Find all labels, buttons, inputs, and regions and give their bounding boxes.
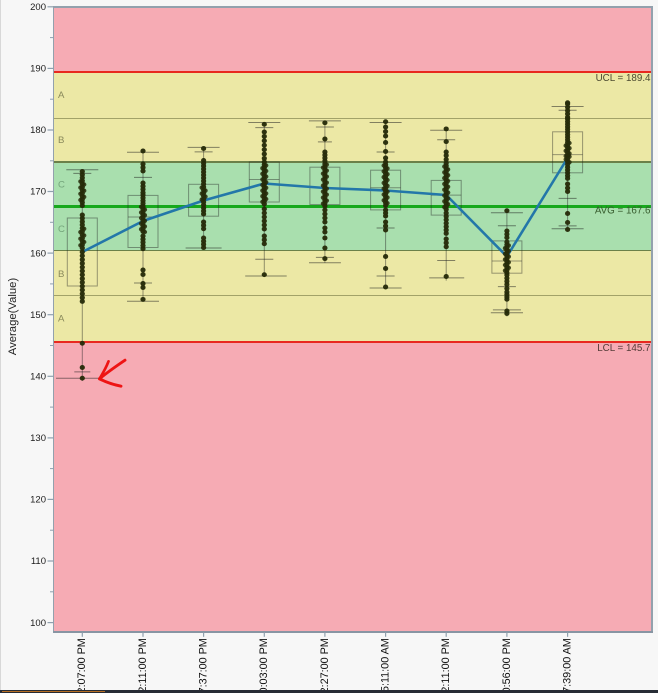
svg-text:C: C [58, 180, 65, 191]
svg-text:110: 110 [31, 556, 46, 567]
svg-text:200: 200 [30, 2, 46, 13]
svg-text:100: 100 [30, 618, 46, 629]
svg-text:Average(Value): Average(Value) [7, 278, 19, 356]
svg-text:A: A [58, 313, 65, 324]
svg-text:170: 170 [30, 187, 46, 198]
svg-text:12:07:00 PM: 12:07:00 PM [76, 638, 88, 693]
svg-text:160: 160 [30, 248, 46, 259]
svg-text:UCL = 189.4: UCL = 189.4 [596, 73, 651, 84]
svg-text:150: 150 [30, 310, 46, 321]
svg-text:B: B [58, 135, 64, 146]
svg-text:7:37:00 PM: 7:37:00 PM [198, 638, 210, 693]
svg-text:A: A [58, 90, 65, 101]
svg-text:7:39:00 AM: 7:39:00 AM [562, 638, 574, 693]
svg-text:12:11:00 PM: 12:11:00 PM [137, 638, 149, 693]
svg-text:120: 120 [30, 495, 46, 506]
svg-text:190: 190 [30, 64, 46, 75]
svg-text:180: 180 [30, 125, 46, 136]
svg-text:AVG = 167.6: AVG = 167.6 [595, 206, 651, 217]
svg-text:C: C [58, 224, 65, 235]
svg-text:B: B [58, 269, 64, 280]
svg-text:140: 140 [30, 372, 46, 383]
svg-text:12:11:00 PM: 12:11:00 PM [440, 638, 452, 693]
svg-text:10:56:00 PM: 10:56:00 PM [501, 638, 513, 693]
svg-text:LCL = 145.7: LCL = 145.7 [597, 343, 650, 354]
svg-text:5:11:00 AM: 5:11:00 AM [380, 638, 392, 692]
svg-text:10:03:00 PM: 10:03:00 PM [258, 638, 270, 693]
svg-text:130: 130 [30, 433, 46, 444]
svg-text:2:27:00 PM: 2:27:00 PM [319, 638, 331, 693]
